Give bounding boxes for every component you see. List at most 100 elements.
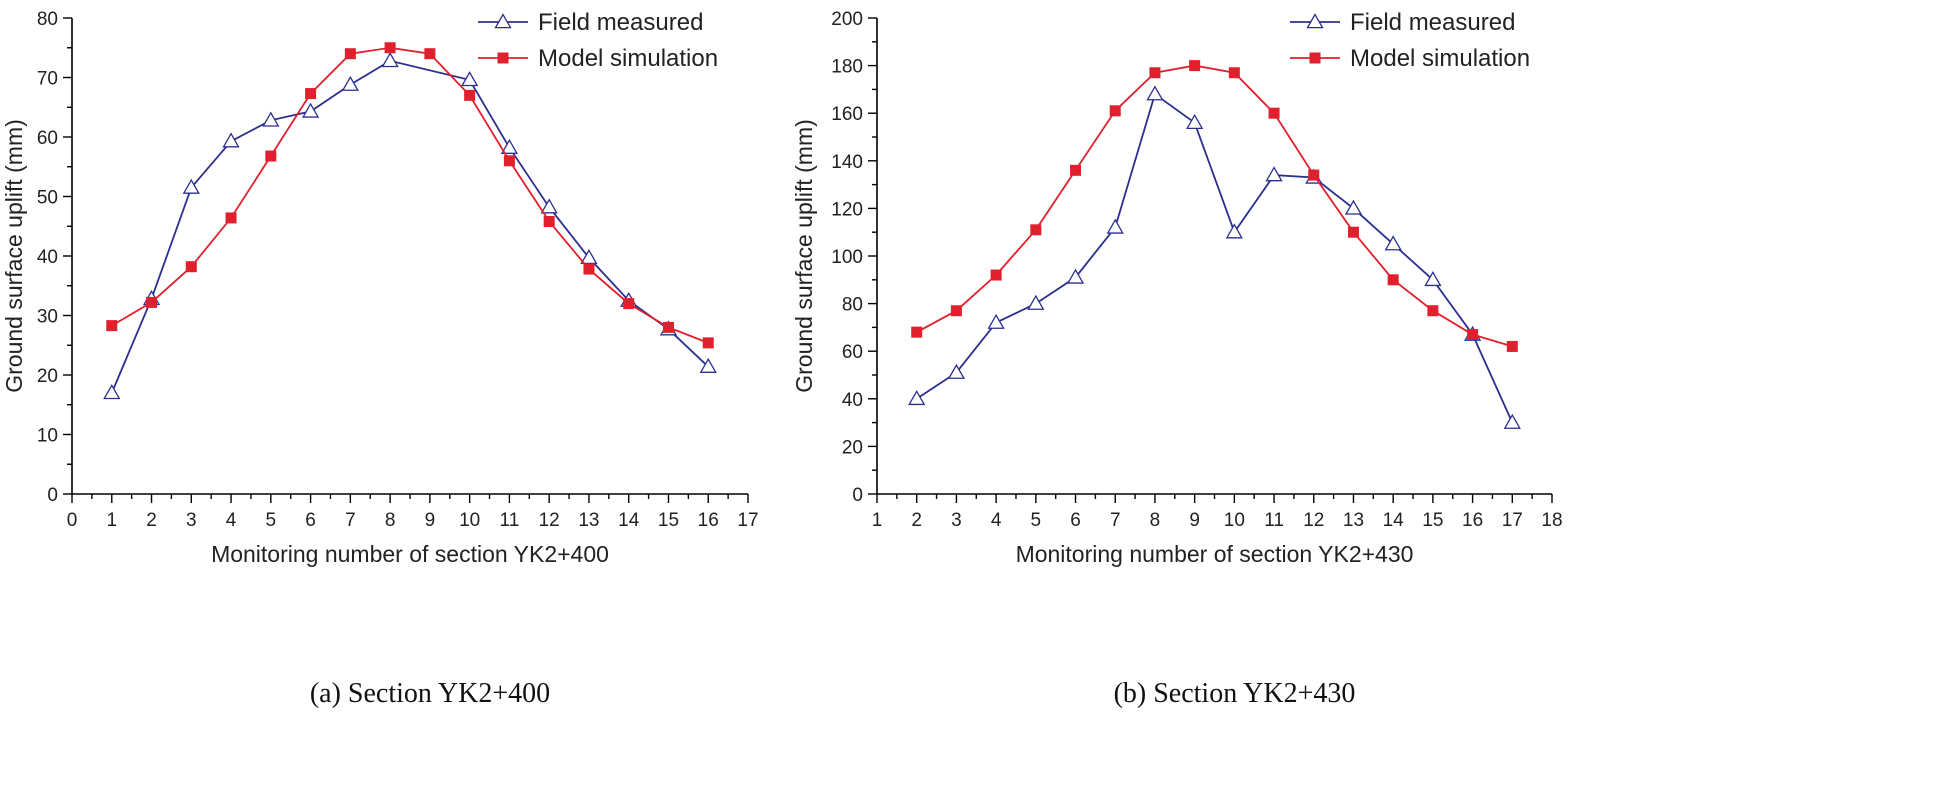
field-measured-point <box>1503 413 1521 429</box>
x-tick-label: 5 <box>266 510 277 531</box>
x-tick-label: 7 <box>1110 510 1121 531</box>
model-simulation-point <box>503 155 515 167</box>
x-tick-label: 5 <box>1031 510 1042 531</box>
x-tick-label: 9 <box>1189 510 1200 531</box>
field-measured-point <box>1027 294 1045 310</box>
model-simulation-point <box>344 48 356 60</box>
model-simulation-point <box>424 48 436 60</box>
field-measured-point <box>262 111 280 127</box>
model-simulation-point <box>1070 164 1082 176</box>
model-simulation-point <box>911 326 923 338</box>
x-tick-label: 14 <box>618 510 640 531</box>
x-tick-label: 4 <box>991 510 1002 531</box>
chart-panel-b: 1 2 3 4 5 6 7 8 9 10 11 12 13 14 15 16 17 18 0 20 40 60 80 100 1… <box>790 0 1935 786</box>
x-tick-label: 8 <box>1150 510 1161 531</box>
model-simulation-point <box>543 215 555 227</box>
chart-b-svg: 1 2 3 4 5 6 7 8 9 10 11 12 13 14 15 16 17 180204060801001… <box>791 9 1563 709</box>
model-simulation-point <box>623 298 635 310</box>
field-measured-point <box>1186 113 1204 129</box>
y-tick-label: 80 <box>842 295 863 316</box>
model-simulation-point <box>950 305 962 317</box>
chart-panel-a: 0 1 2 3 4 5 6 7 8 9 10 11 12 13 14 15 16 17 0 10 20 30 40 50 60 7… <box>0 0 960 786</box>
x-tick-label: 10 <box>1224 510 1245 531</box>
x-tick-label: 7 <box>345 510 356 531</box>
y-tick-label: 60 <box>37 128 58 149</box>
y-tick-label: 50 <box>37 188 58 209</box>
model-simulation-point <box>583 263 595 275</box>
model-simulation-point <box>1387 274 1399 286</box>
legend-entry: Model simulation <box>1350 45 1530 72</box>
x-tick-label: 3 <box>186 510 197 531</box>
field-measured-point <box>1225 223 1243 239</box>
model-simulation-point <box>146 296 158 308</box>
y-tick-label: 0 <box>47 485 58 506</box>
model-simulation-point <box>1467 329 1479 341</box>
model-simulation-point <box>1506 340 1518 352</box>
model-simulation-point <box>1228 67 1240 79</box>
x-tick-label: 17 <box>737 510 758 531</box>
x-tick-label: 6 <box>1070 510 1081 531</box>
legend-entry: Field measured <box>538 9 703 36</box>
model-simulation-point <box>702 337 714 349</box>
y-tick-label: 40 <box>37 247 58 268</box>
x-tick-label: 16 <box>698 510 719 531</box>
x-tick-label: 0 <box>67 510 78 531</box>
x-tick-label: 10 <box>459 510 480 531</box>
x-tick-label: 12 <box>539 510 560 531</box>
field-measured-point <box>908 389 926 406</box>
model-simulation-point <box>464 89 476 101</box>
legend-entry: Model simulation <box>538 45 718 72</box>
field-measured-point <box>1344 199 1363 215</box>
field-measured-point <box>1106 218 1124 234</box>
legend-square-marker <box>1309 52 1321 64</box>
y-axis-title: Ground surface uplift (mm) <box>1 119 27 393</box>
x-tick-label: 3 <box>951 510 962 531</box>
x-tick-label: 15 <box>1422 510 1443 531</box>
legend-triangle-marker <box>1306 13 1324 29</box>
field-measured-point <box>222 132 240 148</box>
model-simulation-point <box>384 42 396 54</box>
field-measured-point <box>182 178 200 194</box>
model-simulation-point <box>265 150 277 162</box>
legend-entry: Field measured <box>1350 9 1515 36</box>
model-simulation-point <box>662 321 674 333</box>
y-tick-label: 20 <box>37 366 58 387</box>
x-tick-label: 6 <box>305 510 316 531</box>
field-measured-point <box>381 52 399 68</box>
x-tick-label: 13 <box>578 510 599 531</box>
field-measured-point <box>341 75 359 91</box>
y-tick-label: 140 <box>831 152 863 173</box>
x-axis-title: Monitoring number of section YK2+430 <box>1016 541 1414 567</box>
field-measured-point <box>1146 85 1164 101</box>
chart-caption: (a) Section YK2+400 <box>310 678 550 709</box>
x-tick-label: 17 <box>1502 510 1523 531</box>
y-tick-label: 200 <box>831 9 863 30</box>
model-simulation-point <box>1268 107 1280 119</box>
model-simulation-point <box>990 269 1002 281</box>
x-tick-label: 16 <box>1462 510 1483 531</box>
model-simulation-point <box>1109 105 1121 117</box>
y-tick-label: 60 <box>842 342 863 363</box>
field-measured-point <box>947 363 966 379</box>
y-tick-label: 70 <box>37 69 58 90</box>
y-tick-label: 40 <box>842 390 863 411</box>
field-measured-point <box>103 384 121 400</box>
y-tick-label: 0 <box>852 485 863 506</box>
y-tick-label: 100 <box>831 247 863 268</box>
x-tick-label: 1 <box>872 510 883 531</box>
x-tick-label: 9 <box>425 510 436 531</box>
y-tick-label: 10 <box>37 426 58 447</box>
field-measured-point <box>500 138 519 154</box>
series-line-field-measured <box>916 92 1514 423</box>
x-tick-label: 18 <box>1541 510 1562 531</box>
field-measured-point <box>699 357 717 373</box>
x-tick-label: 11 <box>500 510 520 531</box>
model-simulation-point <box>1030 224 1042 236</box>
field-measured-point <box>1265 166 1283 182</box>
x-tick-label: 12 <box>1303 510 1324 531</box>
series-line-model-simulation <box>916 64 1513 348</box>
y-tick-label: 160 <box>831 104 863 125</box>
y-tick-label: 120 <box>831 199 863 220</box>
legend-square-marker <box>497 52 509 64</box>
field-measured-point <box>540 198 558 214</box>
